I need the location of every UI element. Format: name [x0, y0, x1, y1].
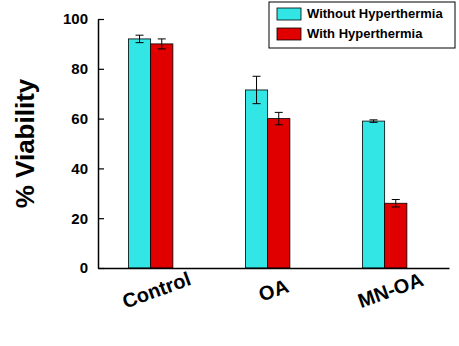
error-bar-cap: [136, 35, 144, 36]
bar: [128, 39, 150, 268]
error-bar-stem: [161, 39, 162, 49]
x-tick: OA: [256, 268, 292, 305]
bar: [385, 203, 407, 268]
y-tick-label: 100: [63, 10, 88, 27]
error-bar: [136, 35, 144, 42]
x-tick-label: MN-OA: [355, 268, 426, 312]
error-bar-cap: [392, 206, 400, 207]
error-bar: [370, 120, 378, 122]
y-tick-mark: [98, 69, 104, 70]
error-bar-cap: [158, 48, 166, 49]
y-axis: 0 20 40 60 80 100: [63, 10, 104, 276]
y-tick-mark: [98, 118, 104, 119]
error-bar-cap: [370, 119, 378, 120]
error-bar: [253, 76, 261, 103]
error-bar-stem: [139, 35, 140, 42]
x-tick: Control: [119, 268, 193, 313]
error-bar: [392, 200, 400, 207]
y-tick-mark: [98, 218, 104, 219]
error-bar: [158, 39, 166, 49]
error-bar-cap: [275, 112, 283, 113]
y-tick: 20: [71, 210, 104, 227]
y-tick: 40: [71, 160, 104, 177]
error-bar: [275, 112, 283, 124]
error-bar-cap: [392, 199, 400, 200]
bar: [362, 121, 384, 268]
y-tick: 80: [71, 60, 104, 77]
legend: Without Hyperthermia With Hyperthermia: [269, 2, 455, 48]
chart: 0 20 40 60 80 100 Control OA MN-OA % Viability Wit…: [0, 0, 459, 346]
x-tick: MN-OA: [355, 268, 426, 312]
legend-label: Without Hyperthermia: [307, 6, 443, 21]
bar: [245, 90, 267, 268]
y-tick-label: 20: [71, 210, 88, 227]
legend-swatch: [277, 8, 301, 20]
error-bar-cap: [253, 103, 261, 104]
y-axis-title: % Viability: [10, 78, 40, 208]
error-bar-cap: [136, 42, 144, 43]
legend-box: [269, 2, 455, 48]
y-tick: 60: [71, 110, 104, 127]
y-tick-label: 40: [71, 160, 88, 177]
legend-swatch: [277, 28, 301, 40]
y-tick-label: 0: [80, 259, 88, 276]
error-bar-cap: [253, 76, 261, 77]
plot: 0 20 40 60 80 100 Control OA MN-OA: [63, 10, 450, 312]
y-tick: 100: [63, 10, 104, 27]
error-bar-cap: [370, 122, 378, 123]
error-bar-cap: [158, 38, 166, 39]
bars: [128, 35, 406, 268]
x-axis-line: [99, 268, 450, 270]
error-bar-stem: [395, 200, 396, 207]
y-tick-label: 60: [71, 110, 88, 127]
legend-label: With Hyperthermia: [307, 26, 423, 41]
bar: [268, 119, 290, 268]
y-axis-line: [98, 20, 100, 269]
error-bar-cap: [275, 124, 283, 125]
x-tick-label: OA: [256, 275, 292, 306]
bar: [151, 44, 173, 268]
x-axis: Control OA MN-OA: [99, 268, 450, 313]
error-bar-stem: [278, 112, 279, 124]
y-tick-mark: [98, 19, 104, 20]
y-tick-label: 80: [71, 60, 88, 77]
y-tick-mark: [98, 168, 104, 169]
x-tick-label: Control: [119, 268, 193, 313]
error-bar-stem: [256, 76, 257, 103]
